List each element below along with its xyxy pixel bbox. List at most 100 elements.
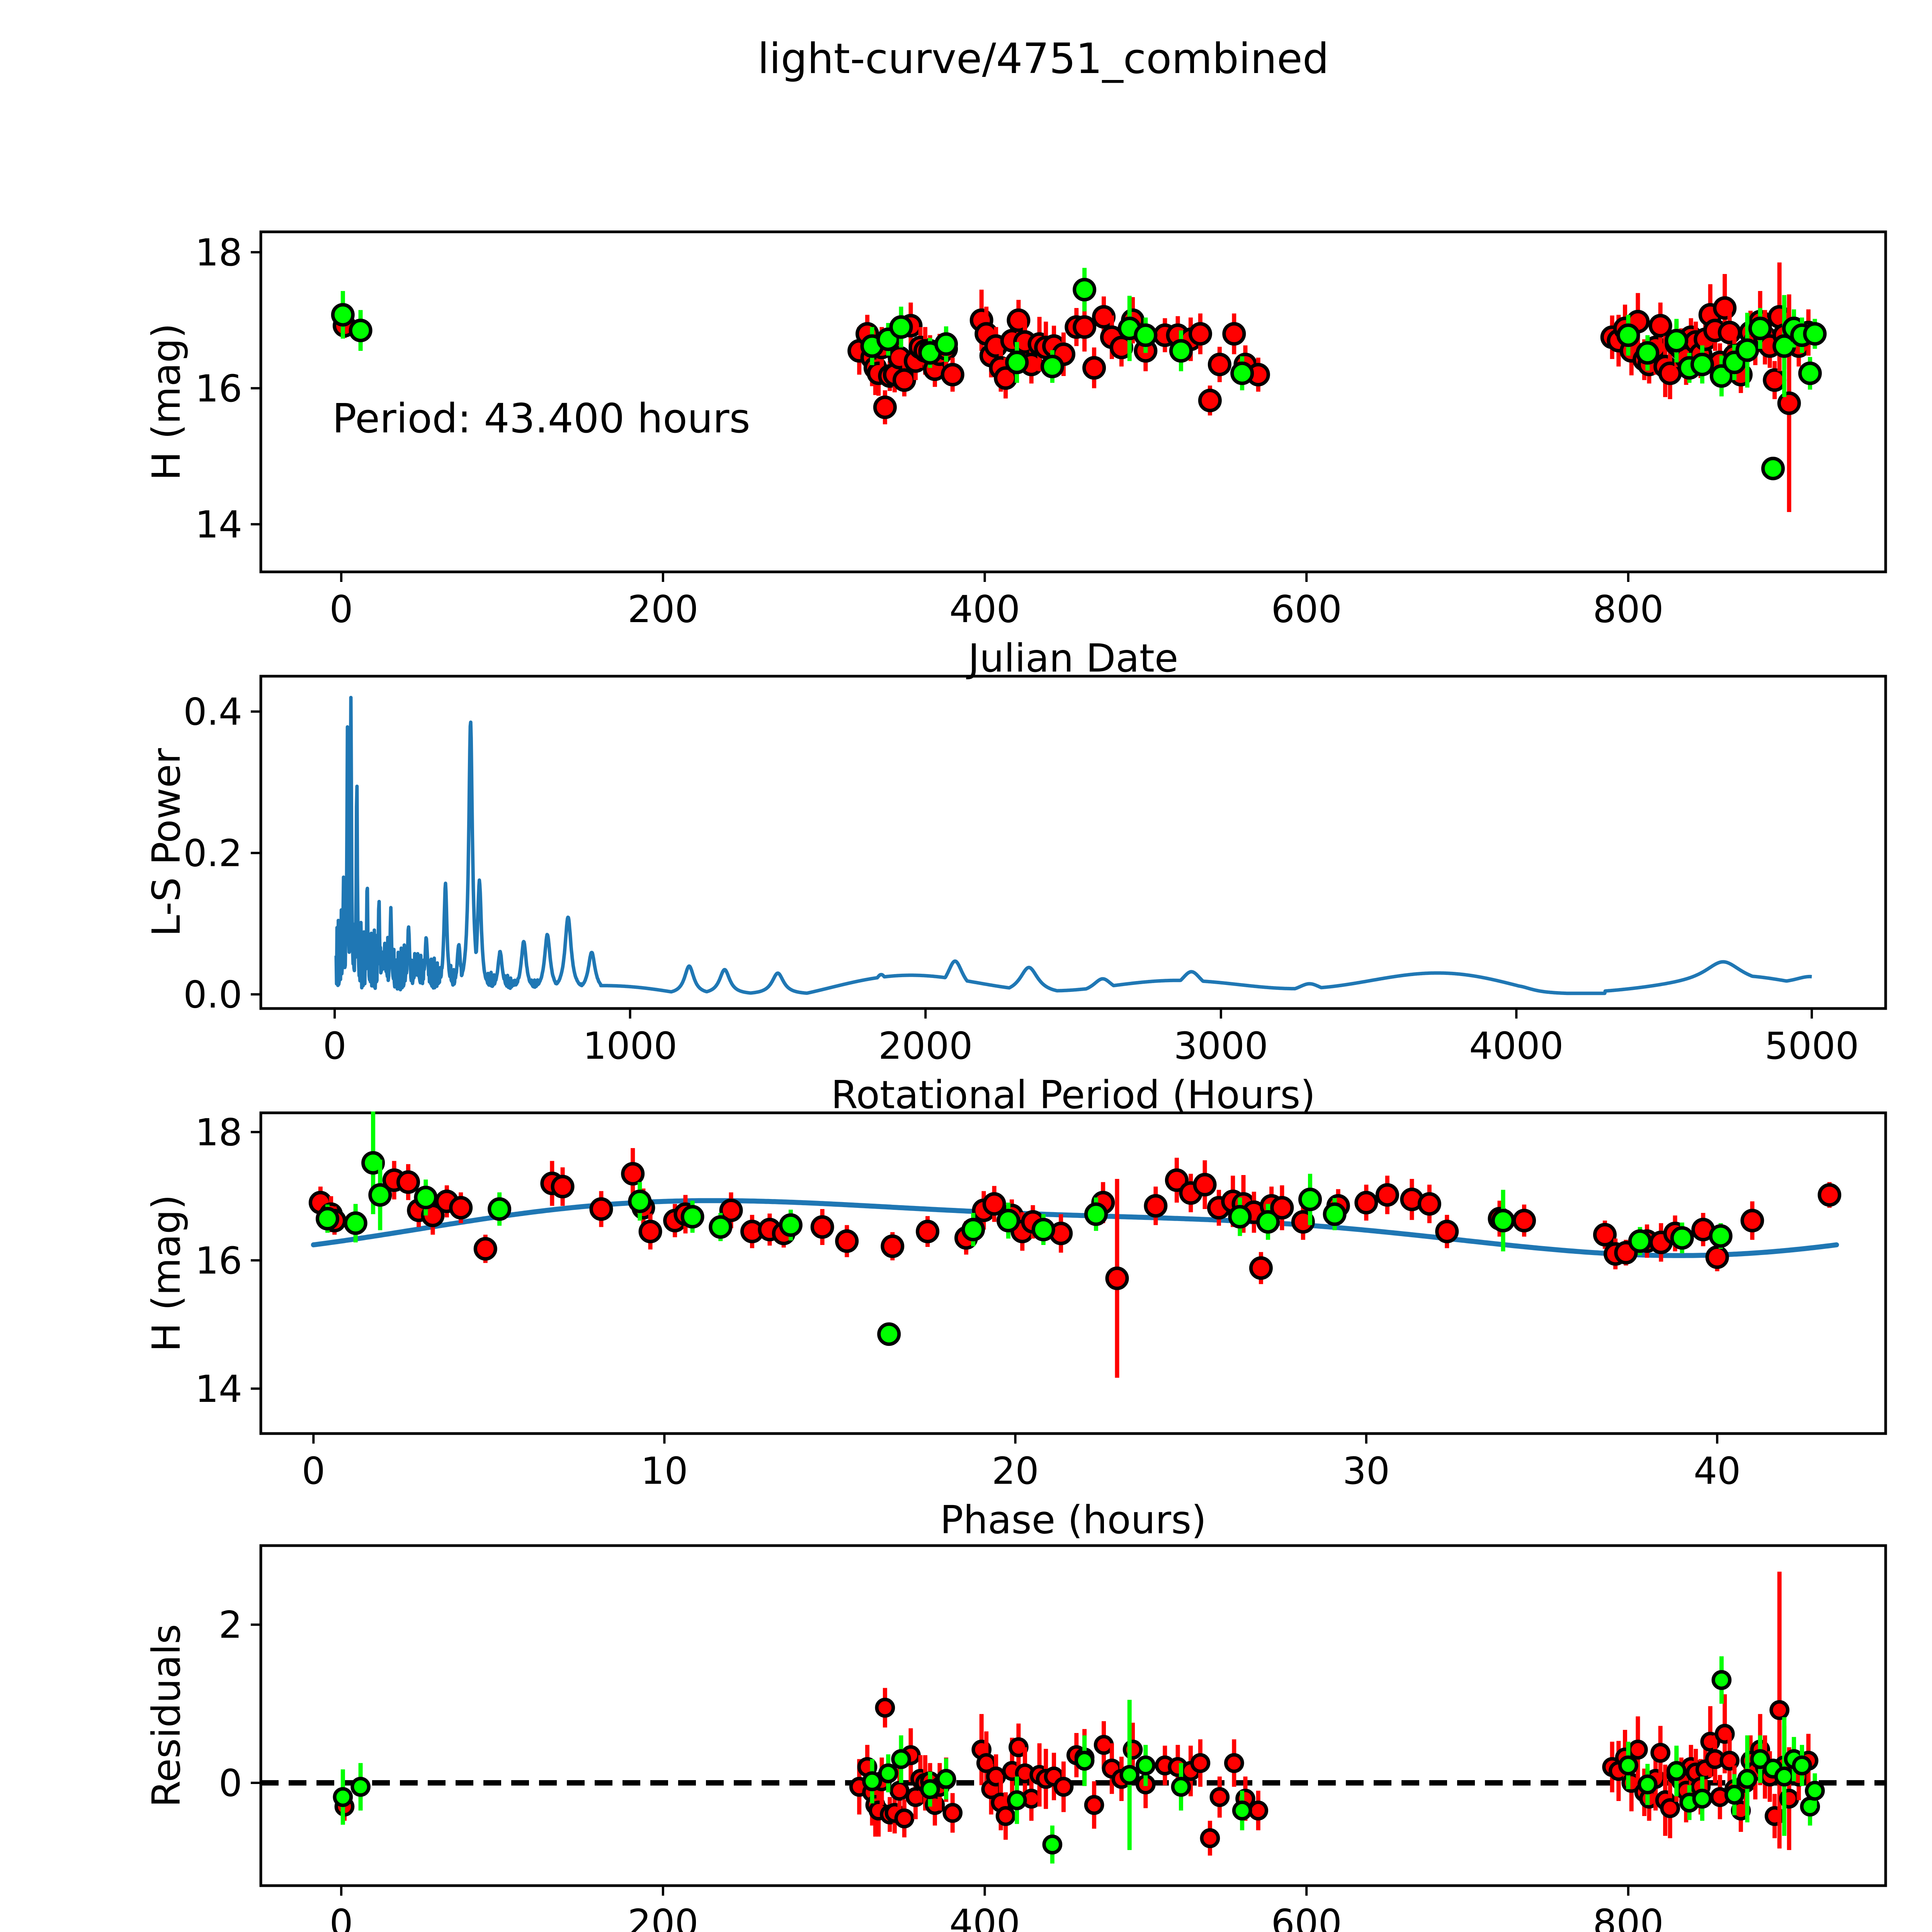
periodogram-panel-yaxis: 0.0 0.2 0.4 [183, 690, 261, 1016]
phase-panel-data-point [1165, 1168, 1189, 1192]
residuals-panel-data-point [1084, 1795, 1104, 1815]
residuals-panel-data-point [1804, 1781, 1825, 1801]
phase-panel-data-point [1323, 1202, 1347, 1226]
residuals-panel-data-point [891, 1749, 911, 1769]
lightcurve-panel-spines [259, 230, 1887, 573]
phase-panel-data-point [1512, 1209, 1536, 1233]
periodogram-panel-ytick-label: 0.0 [183, 973, 242, 1016]
phase-panel-data-point [1491, 1209, 1515, 1233]
lightcurve-xlabel: Julian Date [966, 636, 1179, 681]
residuals-panel-xtick-label: 200 [628, 1901, 698, 1932]
lightcurve-panel-data-point [1616, 323, 1640, 347]
lightcurve-panel-data-point [1777, 391, 1801, 415]
phase-panel-data-point [449, 1196, 473, 1220]
phase-panel-data-point [1298, 1187, 1322, 1211]
residuals-panel-data-point [1224, 1753, 1244, 1773]
phase-panel-xtick-label: 10 [641, 1449, 688, 1493]
lightcurve-panel-xtick-label: 400 [949, 588, 1020, 631]
phase-panel-data-point [1435, 1219, 1459, 1243]
phase-panel-data-point [1354, 1190, 1378, 1214]
residuals-panel-data-point [894, 1808, 915, 1828]
residuals-panel-data-point [1774, 1766, 1794, 1787]
phase-panel-xaxis: 0 10 20 30 40 [302, 1434, 1741, 1493]
phase-panel-data-point [719, 1198, 743, 1222]
lightcurve-panel-data-point [1761, 456, 1785, 480]
figure-title: light-curve/4751_combined [757, 35, 1329, 83]
residuals-panel-points-green [333, 1656, 1825, 1864]
residuals-panel-data-point [1737, 1769, 1757, 1789]
residuals-panel-data-point [889, 1781, 910, 1801]
lightcurve-panel-data-point [934, 332, 958, 356]
residuals-panel-data-point [942, 1803, 963, 1823]
phase-panel-points-red [308, 1148, 1842, 1378]
residuals-panel-data-point [1122, 1740, 1143, 1760]
residuals-panel-ytick-label: 0 [219, 1762, 242, 1805]
lightcurve-panel-data-point [1073, 315, 1097, 339]
phase-panel-data-point [1709, 1224, 1733, 1248]
periodogram-panel-xtick-label: 4000 [1469, 1024, 1563, 1068]
periodogram-panel-xtick-label: 2000 [878, 1024, 973, 1068]
residuals-panel-data-point [1074, 1750, 1095, 1771]
phase-panel-points-green [316, 1111, 1733, 1346]
periodogram-ylabel: L-S Power [144, 748, 189, 937]
phase-panel-data-point [1740, 1209, 1764, 1233]
phase-panel-data-point [709, 1215, 733, 1239]
residuals-panel-data-point [1769, 1700, 1790, 1720]
periodogram-panel-frame [259, 675, 1887, 1010]
phase-panel-data-point [551, 1175, 575, 1199]
residuals-panel-data-point [1200, 1828, 1220, 1849]
lightcurve-panel-data-point [1222, 322, 1246, 346]
phase-panel-ytick-label: 18 [195, 1111, 242, 1154]
residuals-panel-xtick-label: 600 [1271, 1901, 1342, 1932]
periodogram-panel-xtick-label: 3000 [1174, 1024, 1268, 1068]
residuals-panel-data-point [920, 1779, 940, 1799]
phase-panel-data-point [1105, 1266, 1129, 1290]
phase-panel-xtick-label: 30 [1343, 1449, 1390, 1493]
phase-panel-data-point [996, 1209, 1020, 1233]
phase-panel-data-point [1084, 1202, 1108, 1226]
phase-panel-data-point [1670, 1226, 1694, 1250]
lightcurve-panel-data-point [892, 368, 916, 392]
residuals-panel-data-point [1190, 1753, 1211, 1773]
lightcurve-panel-data-point [1636, 341, 1660, 365]
periodogram-xlabel: Rotational Period (Hours) [831, 1072, 1316, 1117]
phase-xlabel: Phase (hours) [940, 1497, 1207, 1543]
lightcurve-panel-data-point [1208, 352, 1231, 376]
periodogram-panel-spines [259, 675, 1887, 1010]
phase-panel-data-point [473, 1237, 497, 1261]
residuals-panel-data-point [1692, 1789, 1713, 1809]
residuals-panel-data-point [1007, 1790, 1027, 1810]
phase-panel-data-point [1417, 1192, 1441, 1216]
period-annotation: Period: 43.400 hours [332, 395, 750, 442]
lightcurve-panel-xtick-label: 200 [628, 588, 698, 631]
residuals-panel-data-point [1666, 1761, 1687, 1781]
residuals-panel-ytick-label: 2 [219, 1604, 242, 1647]
residuals-panel-data-point [1719, 1750, 1740, 1771]
lightcurve-panel-xtick-label: 0 [330, 588, 353, 631]
residuals-panel-data-point [1660, 1798, 1680, 1818]
residuals-panel-xtick-label: 800 [1593, 1901, 1663, 1932]
lightcurve-panel-ytick-label: 14 [195, 503, 242, 546]
phase-panel-data-point [982, 1192, 1006, 1216]
periodogram-panel-xtick-label: 1000 [583, 1024, 677, 1068]
residuals-panel-data-point [1618, 1755, 1638, 1776]
phase-panel-data-point [881, 1234, 905, 1258]
phase-panel-data-point [680, 1205, 704, 1229]
phase-panel-xtick-label: 0 [302, 1449, 325, 1493]
phase-panel-data-point [961, 1218, 985, 1242]
phase-panel-ytick-label: 14 [195, 1367, 242, 1411]
phase-panel-data-point [1270, 1196, 1294, 1220]
residuals-panel-spines [259, 1544, 1887, 1887]
phase-panel-data-point [414, 1185, 438, 1209]
lightcurve-panel-data-point [1748, 316, 1772, 340]
residuals-panel-data-point [875, 1697, 895, 1718]
periodogram-panel-ytick-label: 0.2 [183, 832, 242, 875]
lightcurve-panel-data-point [331, 303, 355, 327]
phase-panel-data-point [589, 1197, 613, 1221]
phase-panel-data-point [621, 1162, 645, 1186]
lightcurve-panel-points-green [331, 268, 1827, 480]
phase-panel-data-point [488, 1197, 512, 1221]
residuals-panel-data-point [1724, 1784, 1745, 1805]
residuals-panel-data-point [1628, 1740, 1648, 1760]
